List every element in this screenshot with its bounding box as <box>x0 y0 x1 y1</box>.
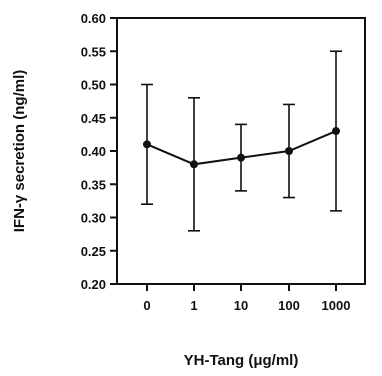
x-tick-label: 1 <box>190 298 197 313</box>
x-tick-label: 1000 <box>322 298 351 313</box>
y-axis: 0.20 0.25 0.30 0.35 0.40 0.45 0.50 0.55 0.60 <box>81 11 117 292</box>
x-tick-label: 100 <box>278 298 300 313</box>
y-tick-label: 0.45 <box>81 111 106 126</box>
data-point <box>190 160 198 169</box>
x-axis: 0 1 10 100 1000 <box>143 284 350 313</box>
y-tick-label: 0.30 <box>81 211 106 226</box>
data-point <box>332 127 340 136</box>
y-tick-label: 0.35 <box>81 177 106 192</box>
y-axis-title: IFN-γ secretion (ng/ml) <box>11 70 28 233</box>
y-tick-label: 0.25 <box>81 244 106 259</box>
x-tick-label: 10 <box>234 298 248 313</box>
y-tick-label: 0.40 <box>81 144 106 159</box>
x-tick-label: 0 <box>143 298 150 313</box>
y-tick-label: 0.60 <box>81 11 106 26</box>
data-point <box>285 147 293 155</box>
y-tick-label: 0.20 <box>81 277 106 292</box>
y-tick-label: 0.50 <box>81 78 106 93</box>
data-points <box>143 127 340 169</box>
data-point <box>237 153 245 162</box>
y-tick-label: 0.55 <box>81 44 106 59</box>
x-axis-title: YH-Tang (μg/ml) <box>184 352 299 369</box>
data-point <box>143 140 151 149</box>
